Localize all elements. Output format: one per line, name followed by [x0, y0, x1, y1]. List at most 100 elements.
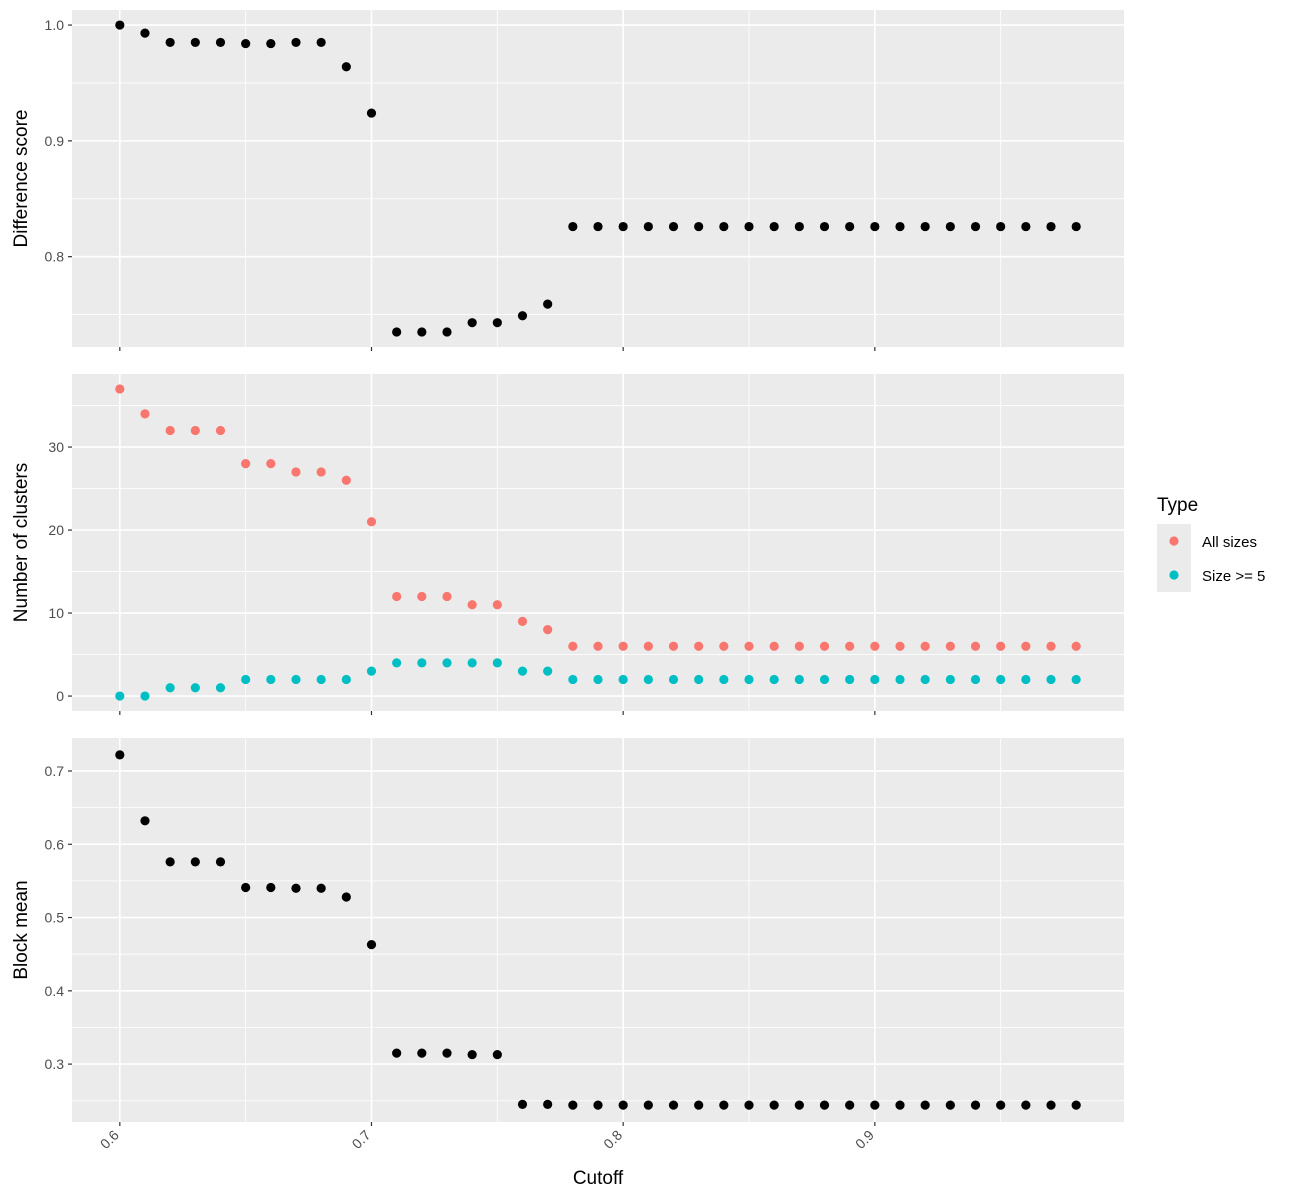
data-point — [769, 1100, 779, 1110]
data-point — [467, 1049, 477, 1060]
y-tick-label: 30 — [48, 439, 64, 455]
data-point — [492, 318, 502, 328]
data-point — [1021, 221, 1031, 232]
data-point — [215, 683, 226, 693]
data-point — [1021, 674, 1031, 685]
data-point — [190, 425, 200, 436]
data-point — [366, 108, 377, 118]
data-point — [593, 674, 603, 685]
data-point — [945, 641, 955, 651]
data-point — [845, 641, 855, 651]
data-point — [920, 641, 930, 651]
data-point — [517, 616, 528, 626]
data-point — [618, 674, 628, 685]
y-tick-label: 0.8 — [45, 249, 65, 265]
y-tick-label: 1.0 — [45, 17, 65, 33]
legend-label: All sizes — [1202, 534, 1257, 551]
data-point — [945, 674, 955, 685]
data-point — [266, 674, 276, 685]
y-tick-label: 0.7 — [45, 763, 65, 779]
data-point — [241, 38, 251, 49]
legend-title: Type — [1157, 495, 1198, 516]
data-point — [568, 221, 578, 232]
y-axis-title: Difference score — [11, 110, 32, 248]
data-point — [341, 475, 351, 485]
data-point — [870, 641, 880, 651]
data-point — [543, 1099, 553, 1110]
panel-background — [72, 10, 1124, 347]
data-point — [492, 658, 502, 668]
data-point — [392, 1048, 402, 1058]
data-point — [1021, 1100, 1031, 1110]
data-point — [366, 940, 377, 950]
data-point — [870, 221, 880, 232]
data-point — [215, 857, 226, 867]
data-point — [970, 674, 981, 685]
data-point — [442, 591, 452, 602]
data-point — [467, 658, 477, 668]
data-point — [417, 327, 427, 337]
data-point — [517, 666, 528, 676]
x-axis: 0.6 0.7 0.8 0.9 — [97, 1127, 877, 1152]
data-point — [744, 641, 754, 651]
data-point — [115, 750, 125, 760]
data-point — [794, 221, 804, 232]
data-point — [794, 674, 804, 685]
data-point — [719, 674, 729, 685]
data-point — [115, 20, 125, 30]
data-point — [1071, 674, 1081, 685]
data-point — [794, 1100, 804, 1110]
data-point — [643, 1100, 653, 1110]
data-point — [819, 641, 830, 651]
data-point — [719, 1100, 729, 1110]
panel-3: 0.3 0.4 0.5 0.6 0.7 Block mean — [11, 738, 1124, 1126]
data-point — [668, 1100, 679, 1110]
data-point — [769, 221, 779, 232]
data-point — [316, 467, 326, 477]
data-point — [920, 221, 930, 232]
data-point — [341, 892, 351, 902]
data-point — [165, 683, 175, 693]
data-point — [794, 641, 804, 651]
data-point — [442, 1048, 452, 1058]
y-tick-label: 0 — [56, 688, 64, 704]
legend-label: Size >= 5 — [1202, 568, 1265, 585]
data-point — [392, 591, 402, 602]
panel-1: 0.8 0.9 1.0 Difference score — [11, 10, 1124, 351]
data-point — [492, 600, 502, 610]
data-point — [996, 221, 1006, 232]
data-point — [190, 37, 200, 48]
x-tick-label: 0.6 — [97, 1127, 122, 1152]
data-point — [266, 38, 276, 49]
data-point — [1046, 674, 1056, 685]
data-point — [190, 857, 200, 867]
data-point — [568, 674, 578, 685]
data-point — [895, 221, 905, 232]
data-point — [115, 384, 125, 394]
y-axis-title: Block mean — [11, 880, 32, 979]
data-point — [819, 1100, 830, 1110]
data-point — [442, 327, 452, 337]
data-point — [769, 674, 779, 685]
data-point — [618, 641, 628, 651]
data-point — [568, 641, 578, 651]
data-point — [341, 62, 351, 72]
data-point — [996, 641, 1006, 651]
series-1 — [115, 384, 1081, 651]
data-point — [719, 641, 729, 651]
data-point — [266, 459, 276, 469]
data-point — [392, 658, 402, 668]
y-tick-label: 0.3 — [45, 1056, 65, 1072]
data-point — [643, 221, 653, 232]
data-point — [417, 658, 427, 668]
data-point — [744, 1100, 754, 1110]
panel-background — [72, 738, 1124, 1122]
data-point — [417, 1048, 427, 1058]
series-1 — [115, 20, 1081, 337]
data-point — [895, 641, 905, 651]
data-point — [291, 467, 301, 477]
y-tick-label: 0.5 — [45, 910, 65, 926]
series-1 — [115, 750, 1081, 1110]
data-point — [668, 221, 679, 232]
data-point — [643, 674, 653, 685]
